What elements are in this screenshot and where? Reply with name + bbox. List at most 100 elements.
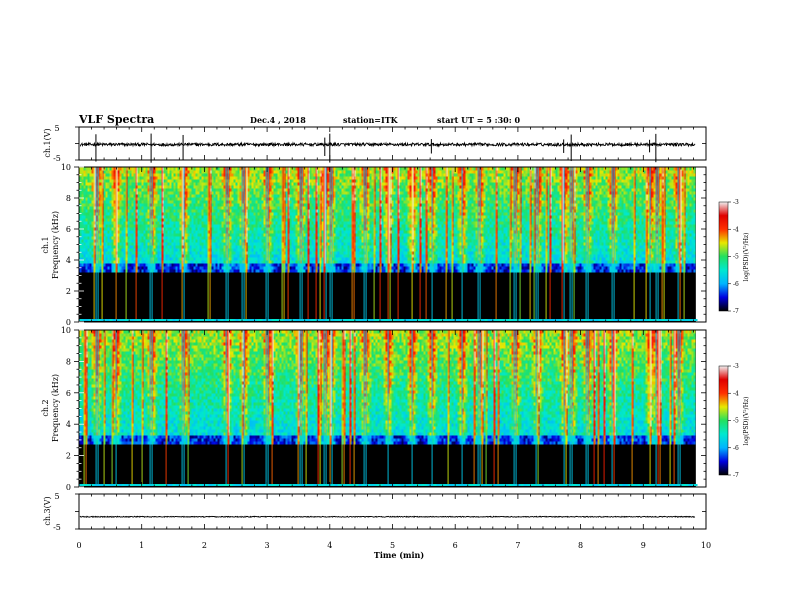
spectrogram-cell: [195, 203, 198, 207]
spectrogram-cell: [295, 200, 298, 204]
spectrogram-cell: [321, 191, 324, 195]
spectrogram-cell: [345, 257, 348, 261]
spectrogram-cell: [167, 176, 170, 180]
spectrogram-cell: [145, 239, 148, 243]
spectrogram-cell: [189, 236, 192, 240]
spectrogram-cell: [349, 245, 352, 249]
spectrogram-cell: [335, 230, 338, 234]
spectrogram-cell: [113, 260, 116, 264]
spectrogram-cell: [253, 182, 256, 186]
spectrogram-cell: [109, 209, 112, 213]
spectrogram-cell: [255, 179, 258, 183]
spectrogram-cell: [285, 269, 288, 273]
spectrogram-cell: [235, 215, 238, 219]
spectrogram-cell: [171, 197, 174, 201]
spectrogram-cell: [121, 179, 124, 183]
spectrogram-cell: [249, 194, 252, 198]
spectrogram-cell: [261, 245, 264, 249]
spectrogram-cell: [285, 197, 288, 201]
spectrogram-cell: [81, 263, 84, 267]
spectrogram-cell: [177, 179, 180, 183]
spectrogram-cell: [289, 185, 292, 189]
spectrogram-streak: [227, 167, 229, 321]
spectrogram-cell: [131, 230, 134, 234]
spectrogram-cell: [107, 251, 110, 255]
spectrogram-cell: [221, 185, 224, 189]
spectrogram-cell: [153, 230, 156, 234]
spectrogram-cell: [89, 227, 92, 231]
spectrogram-cell: [155, 233, 158, 237]
spectrogram-streak: [265, 167, 267, 321]
spectrogram-cell: [279, 185, 282, 189]
spectrogram-cell: [179, 251, 182, 255]
spectrogram-cell: [237, 173, 240, 177]
spectrogram-cell: [257, 221, 260, 225]
spectrogram-cell: [203, 236, 206, 240]
spectrogram-cell: [289, 230, 292, 234]
spectrogram-cell: [113, 197, 116, 201]
spectrogram-cell: [129, 176, 132, 180]
spectrogram-cell: [201, 227, 204, 231]
spectrogram-cell: [117, 203, 120, 207]
spectrogram-cell: [141, 260, 144, 264]
spectrogram-cell: [197, 227, 200, 231]
spectrogram-cell: [201, 194, 204, 198]
spectrogram-cell: [185, 212, 188, 216]
spectrogram-cell: [91, 260, 94, 264]
spectrogram-cell: [141, 254, 144, 258]
spectrogram-cell: [193, 254, 196, 258]
spectrogram-cell: [295, 209, 298, 213]
spectrogram-cell: [253, 245, 256, 249]
spectrogram-cell: [139, 269, 142, 273]
spectrogram-cell: [99, 224, 102, 228]
spectrogram-cell: [253, 248, 256, 252]
spectrogram-cell: [269, 185, 272, 189]
spectrogram-cell: [261, 176, 264, 180]
spectrogram-cell: [203, 257, 206, 261]
spectrogram-cell: [305, 182, 308, 186]
spectrogram-cell: [103, 188, 106, 192]
spectrogram-cell: [253, 269, 256, 273]
spectrogram-cell: [297, 266, 300, 270]
spectrogram-cell: [81, 188, 84, 192]
spectrogram-cell: [257, 206, 260, 210]
spectrogram-cell: [297, 182, 300, 186]
spectrogram-cell: [263, 224, 266, 228]
spectrogram-cell: [231, 212, 234, 216]
spectrogram-cell: [85, 251, 88, 255]
spectrogram-cell: [121, 173, 124, 177]
spectrogram-cell: [185, 266, 188, 270]
spectrogram-cell: [195, 167, 198, 171]
spectrogram-cell: [113, 173, 116, 177]
spectrogram-cell: [143, 245, 146, 249]
spectrogram-cell: [91, 176, 94, 180]
spectrogram-cell: [193, 221, 196, 225]
spectrogram-cell: [247, 167, 250, 171]
spectrogram-cell: [327, 224, 330, 228]
spectrogram-cell: [211, 269, 214, 273]
spectrogram-cell: [205, 173, 208, 177]
spectrogram-cell: [289, 227, 292, 231]
spectrogram-cell: [159, 224, 162, 228]
spectrogram-cell: [153, 170, 156, 174]
spectrogram-cell: [167, 173, 170, 177]
spectrogram-cell: [235, 251, 238, 255]
spectrogram-cell: [193, 257, 196, 261]
spectrogram-cell: [309, 263, 312, 267]
spectrogram-cell: [327, 236, 330, 240]
spectrogram-cell: [179, 206, 182, 210]
spectrogram-cell: [179, 185, 182, 189]
spectrogram-cell: [237, 248, 240, 252]
spectrogram-cell: [187, 167, 190, 171]
spectrogram-cell: [205, 230, 208, 234]
spectrogram-cell: [259, 200, 262, 204]
spectrogram-cell: [177, 218, 180, 222]
spectrogram-cell: [223, 191, 226, 195]
spectrogram-cell: [139, 176, 142, 180]
spectrogram-cell: [193, 170, 196, 174]
spectrogram-cell: [157, 257, 160, 261]
spectrogram-cell: [159, 209, 162, 213]
spectrogram-cell: [91, 269, 94, 273]
spectrogram-cell: [99, 206, 102, 210]
spectrogram-cell: [117, 224, 120, 228]
